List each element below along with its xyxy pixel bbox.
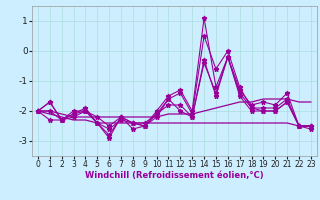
- X-axis label: Windchill (Refroidissement éolien,°C): Windchill (Refroidissement éolien,°C): [85, 171, 264, 180]
